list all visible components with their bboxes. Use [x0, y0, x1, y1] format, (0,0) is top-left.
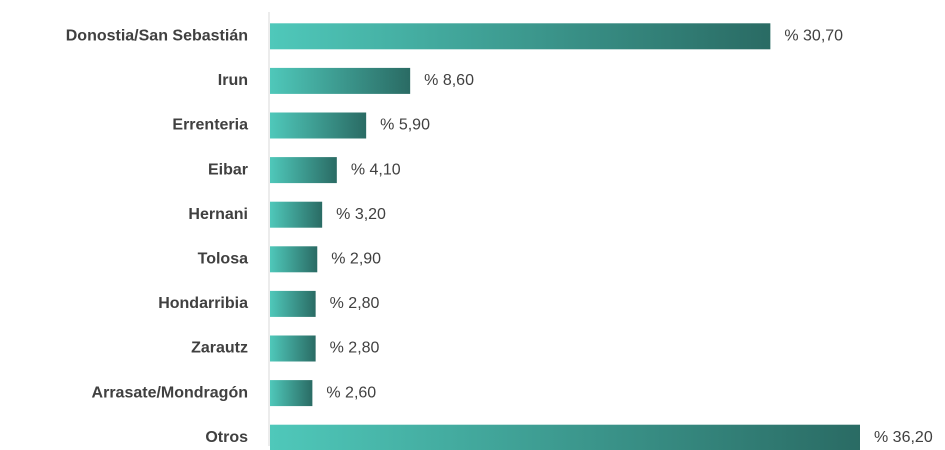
value-label: % 2,80 [330, 295, 380, 312]
category-label: Otros [205, 429, 248, 446]
bar [270, 201, 323, 228]
bar [270, 157, 337, 184]
category-label: Hernani [188, 206, 248, 223]
category-label: Arrasate/Mondragón [92, 384, 248, 401]
value-label: % 36,20 [874, 429, 933, 446]
bar [270, 67, 411, 94]
value-label: % 4,10 [351, 161, 401, 178]
value-label: % 2,90 [331, 251, 381, 268]
category-label: Irun [218, 72, 248, 89]
bar [270, 335, 316, 362]
category-label: Donostia/San Sebastián [66, 28, 248, 45]
value-label: % 30,70 [784, 28, 843, 45]
value-label: % 2,60 [326, 384, 376, 401]
category-label: Hondarribia [158, 295, 248, 312]
category-label: Eibar [208, 161, 248, 178]
category-label: Zarautz [191, 340, 248, 357]
value-label: % 2,80 [330, 340, 380, 357]
value-label: % 8,60 [424, 72, 474, 89]
value-label: % 3,20 [336, 206, 386, 223]
bar [270, 112, 367, 139]
bar [270, 246, 318, 273]
bar [270, 290, 316, 317]
bar [270, 380, 313, 407]
category-label: Errenteria [172, 117, 248, 134]
value-label: % 5,90 [380, 117, 430, 134]
bar [270, 424, 860, 450]
bar [270, 23, 771, 50]
category-label: Tolosa [198, 251, 248, 268]
